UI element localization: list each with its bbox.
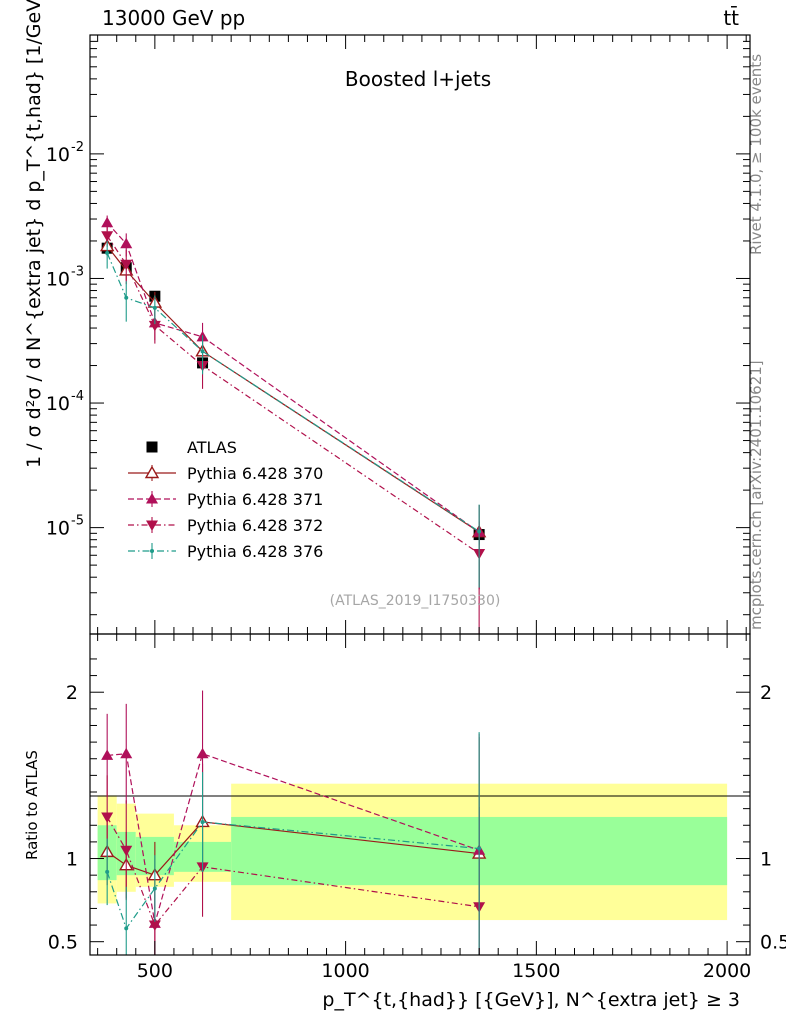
ratio-frame (89, 633, 751, 956)
main-pythia-6-428-371-point (101, 216, 114, 228)
main-panel: 10-510-410-310-2 Boosted l+jets (ATLAS_2… (23, 0, 751, 635)
header-left: 13000 GeV pp (102, 6, 245, 30)
main-pythia-6-428-376-point (124, 295, 129, 300)
ratio-pythia-6-428-371-point (101, 749, 114, 760)
ratio-x-tick-label: 1500 (512, 960, 560, 982)
main-y-tick-label: 10 (46, 268, 70, 290)
main-pythia-6-428-371-point (120, 237, 133, 249)
ratio-y-tick-label-right: 0.5 (760, 932, 786, 954)
legend-marker (146, 493, 158, 504)
ratio-pythia-6-428-371-point (120, 747, 133, 759)
main-pythia-6-428-372-point (101, 231, 114, 242)
analysis-label: (ATLAS_2019_I1750330) (330, 593, 501, 609)
ratio-pythia-6-428-372-point (101, 812, 114, 823)
legend-marker (146, 441, 158, 453)
main-pythia-6-428-376-point (105, 251, 110, 256)
ratio-x-tick-label: 1000 (321, 960, 369, 982)
main-pythia-6-428-371-line (106, 222, 480, 533)
main-y-tick-label: 10 (46, 393, 70, 415)
ratio-pythia-6-428-371-point (196, 747, 209, 759)
main-y-tick-exponent: -3 (71, 264, 84, 279)
legend-entry: ATLAS (187, 438, 237, 457)
ratio-y-tick-label: 1 (66, 849, 78, 871)
legend-marker (144, 465, 160, 479)
main-pythia-6-428-376-point (477, 529, 482, 534)
main-y-tick-exponent: -4 (71, 389, 84, 404)
ratio-pythia-6-428-372-point (148, 920, 161, 932)
main-pythia-6-428-372-point (120, 259, 133, 271)
ratio-x-tick-label: 500 (137, 960, 173, 982)
ratio-x-tick-label: 2000 (703, 960, 751, 982)
legend-entry: Pythia 6.428 376 (187, 542, 323, 561)
legend-marker (146, 520, 158, 531)
main-y-tick-label: 10 (46, 518, 70, 540)
ratio-y-tick-label-right: 2 (760, 682, 772, 704)
main-y-tick-label: 10 (46, 144, 70, 166)
legend-marker (150, 549, 154, 553)
main-y-axis-label: 1 / σ d²σ / d N^{extra jet} d p_T^{t,had… (23, 0, 45, 468)
ratio-pythia-6-428-372-point (120, 845, 133, 857)
x-axis-label: p_T^{t,{had}} [{GeV}], N^{extra jet} ≥ 3 (322, 989, 740, 1011)
main-pythia-6-428-376-point (200, 349, 205, 354)
legend-entry: Pythia 6.428 372 (187, 516, 323, 535)
side-label-bottom: mcplots.cern.ch [arXiv:2401.10621] (747, 360, 765, 630)
ratio-y-tick-label: 0.5 (48, 932, 78, 954)
legend: ATLAS Pythia 6.428 370 Pythia 6.428 371 Pyt… (128, 438, 323, 561)
ratio-y-tick-label-right: 1 (760, 849, 772, 871)
legend-entry: Pythia 6.428 370 (187, 464, 323, 483)
main-pythia-6-428-372-line (106, 235, 480, 554)
ratio-pythia-6-428-376-point (124, 926, 129, 931)
ratio-pythia-6-428-376-point (200, 819, 205, 824)
ratio-pythia-6-428-376-point (105, 869, 110, 874)
legend-entry: Pythia 6.428 371 (187, 490, 323, 509)
ratio-y-tick-label: 2 (66, 682, 78, 704)
main-y-tick-exponent: -5 (71, 514, 84, 529)
main-title: Boosted l+jets (345, 67, 491, 91)
ratio-y-axis-label: Ratio to ATLAS (23, 750, 41, 860)
side-label-top: Rivet 4.1.0, ≥ 100k events (747, 54, 765, 255)
main-y-tick-exponent: -2 (71, 140, 84, 155)
ratio-pythia-6-428-376-point (152, 886, 157, 891)
main-pythia-6-428-372-point (148, 320, 161, 332)
ratio-pythia-6-428-376-line (106, 821, 480, 930)
header-right: tt̄ (723, 5, 739, 30)
main-pythia-6-428-376-point (152, 305, 157, 310)
ratio-pythia-6-428-376-point (477, 846, 482, 851)
ratio-panel: 0.5 0.5 1 1 2 2 500 1000 1500 2000 Ratio to ATLAS… (23, 633, 786, 1011)
